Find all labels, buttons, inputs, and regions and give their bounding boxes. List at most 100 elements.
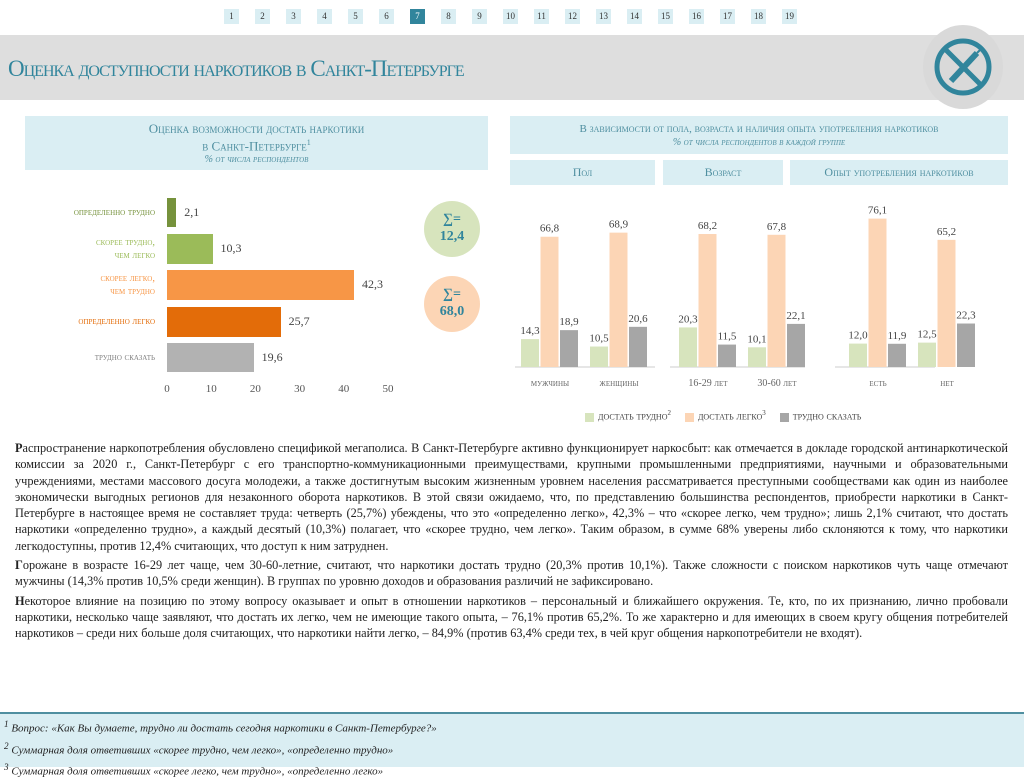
page-link-16[interactable]: 16 bbox=[689, 9, 704, 24]
bar bbox=[868, 218, 887, 367]
page-link-7[interactable]: 7 bbox=[410, 9, 425, 24]
page-link-15[interactable]: 15 bbox=[658, 9, 673, 24]
bar bbox=[718, 344, 736, 367]
value-label: 12,0 bbox=[848, 330, 868, 342]
left-chart-title: Оценка возможности достать наркотики bbox=[148, 121, 365, 136]
paragraph-text: орожане в возрасте 16-29 лет чаще, чем 3… bbox=[15, 558, 1008, 589]
footnote-num: 3 bbox=[4, 762, 9, 773]
bar bbox=[767, 234, 786, 367]
category-label: определенно трудно bbox=[73, 206, 155, 218]
footnote-text: Суммарная доля ответивших «скорее трудно… bbox=[11, 744, 394, 757]
bar bbox=[629, 326, 647, 367]
value-label: 14,3 bbox=[520, 325, 540, 337]
x-tick-label: 0 bbox=[164, 383, 170, 395]
bar bbox=[560, 330, 578, 367]
page-navigation: 1 2 3 4 5 6 7 8 9 10 11 12 13 14 15 16 17 18 19 bbox=[224, 9, 797, 24]
bar bbox=[609, 232, 628, 367]
bar bbox=[787, 323, 805, 367]
legend-item: достать трудно2 bbox=[585, 409, 671, 423]
category-label: скорее трудно, чем легко bbox=[95, 237, 155, 261]
footnote-text: Суммарная доля ответивших «скорее легко,… bbox=[11, 765, 384, 778]
bar bbox=[590, 346, 608, 367]
bar bbox=[849, 343, 867, 367]
paragraph: Распространение наркопотребления обуслов… bbox=[15, 440, 1008, 554]
sum-value: 12,4 bbox=[439, 229, 465, 244]
page-link-8[interactable]: 8 bbox=[441, 9, 456, 24]
header-band bbox=[0, 35, 1024, 100]
category-label: мужчины bbox=[531, 378, 569, 389]
footnote: 1 Вопрос: «Как Вы думаете, трудно ли дос… bbox=[4, 716, 1020, 738]
value-label: 20,3 bbox=[678, 313, 698, 325]
page-link-10[interactable]: 10 bbox=[503, 9, 518, 24]
grouped-bar-chart: 14,3 66,8 18,9 мужчины 10,5 68,9 20,6 женщины 20… bbox=[515, 205, 976, 389]
value-label: 10,3 bbox=[220, 241, 242, 255]
drop-letter: Р bbox=[15, 441, 23, 455]
x-tick-label: 30 bbox=[294, 383, 306, 395]
paragraph: Горожане в возрасте 16-29 лет чаще, чем … bbox=[15, 557, 1008, 590]
body-text: Распространение наркопотребления обуслов… bbox=[15, 440, 1008, 645]
bar bbox=[167, 343, 254, 372]
group-header-experience: Опыт употребления наркотиков bbox=[790, 160, 1008, 185]
drop-letter: Н bbox=[15, 593, 25, 608]
page-title: Оценка доступности наркотиков в Санкт-Пе… bbox=[8, 56, 465, 81]
value-label: 19,6 bbox=[261, 349, 283, 364]
value-label: 18,9 bbox=[559, 316, 579, 328]
sum-hard-badge: ∑= 12,4 bbox=[424, 201, 480, 257]
category-label: нет bbox=[940, 378, 954, 389]
footnote-ref: 1 bbox=[306, 138, 311, 147]
sum-easy-badge: ∑= 68,0 bbox=[424, 276, 480, 332]
x-tick-label: 10 bbox=[205, 383, 217, 395]
left-chart-title-2: в Санкт-Петербурге bbox=[202, 138, 307, 154]
footnote-ref: 3 bbox=[762, 409, 766, 417]
bar bbox=[748, 347, 766, 367]
page-link-6[interactable]: 6 bbox=[379, 9, 394, 24]
right-chart-title: В зависимости от пола, возраста и наличи… bbox=[579, 123, 939, 135]
page-link-4[interactable]: 4 bbox=[317, 9, 332, 24]
chart-legend: достать трудно2 достать легко3 трудно сказ… bbox=[585, 409, 861, 423]
group-header-age: Возраст bbox=[663, 160, 783, 185]
bar bbox=[679, 327, 697, 367]
x-tick-label: 40 bbox=[338, 383, 350, 395]
page-link-13[interactable]: 13 bbox=[596, 9, 611, 24]
legend-item: достать легко3 bbox=[684, 409, 766, 423]
page-link-1[interactable]: 1 bbox=[224, 9, 239, 24]
page-link-18[interactable]: 18 bbox=[751, 9, 766, 24]
paragraph-text: екоторое влияние на позицию по этому воп… bbox=[15, 593, 1008, 641]
page-link-9[interactable]: 9 bbox=[472, 9, 487, 24]
value-label: 22,1 bbox=[786, 310, 805, 322]
sum-label: ∑= bbox=[443, 287, 461, 302]
page-link-2[interactable]: 2 bbox=[255, 9, 270, 24]
category-label: 16-29 лет bbox=[688, 378, 728, 389]
page-link-14[interactable]: 14 bbox=[627, 9, 642, 24]
page-link-11[interactable]: 11 bbox=[534, 9, 549, 24]
category-label: женщины bbox=[600, 378, 639, 389]
bar bbox=[167, 198, 177, 227]
value-label: 11,9 bbox=[888, 330, 907, 342]
category-label: скорее легко, чем трудно bbox=[100, 273, 155, 297]
value-label: 10,1 bbox=[747, 333, 766, 345]
page-link-5[interactable]: 5 bbox=[348, 9, 363, 24]
page-link-19[interactable]: 19 bbox=[782, 9, 797, 24]
page-link-12[interactable]: 12 bbox=[565, 9, 580, 24]
legend-label: достать трудно bbox=[598, 410, 668, 423]
value-label: 12,5 bbox=[917, 329, 937, 341]
footnote: 3 Суммарная доля ответивших «скорее легк… bbox=[4, 759, 1020, 781]
legend-swatch bbox=[779, 412, 789, 422]
legend-swatch bbox=[684, 412, 694, 422]
page-link-3[interactable]: 3 bbox=[286, 9, 301, 24]
legend-item: трудно сказать bbox=[779, 409, 861, 423]
bar bbox=[698, 234, 717, 367]
footnote-ref: 2 bbox=[667, 409, 671, 417]
bar bbox=[937, 239, 956, 367]
left-chart-title-box: Оценка возможности достать наркотики в С… bbox=[25, 116, 488, 170]
bar bbox=[521, 339, 539, 367]
left-chart-subtitle: % от числа респондентов bbox=[204, 154, 309, 166]
bar bbox=[957, 323, 975, 367]
page-link-17[interactable]: 17 bbox=[720, 9, 735, 24]
value-label: 68,9 bbox=[609, 219, 629, 231]
footnote-num: 1 bbox=[4, 719, 9, 729]
footnotes: 1 Вопрос: «Как Вы думаете, трудно ли дос… bbox=[0, 712, 1024, 778]
value-label: 65,2 bbox=[937, 226, 956, 238]
category-label: трудно сказать bbox=[94, 351, 155, 363]
bar bbox=[918, 342, 936, 367]
